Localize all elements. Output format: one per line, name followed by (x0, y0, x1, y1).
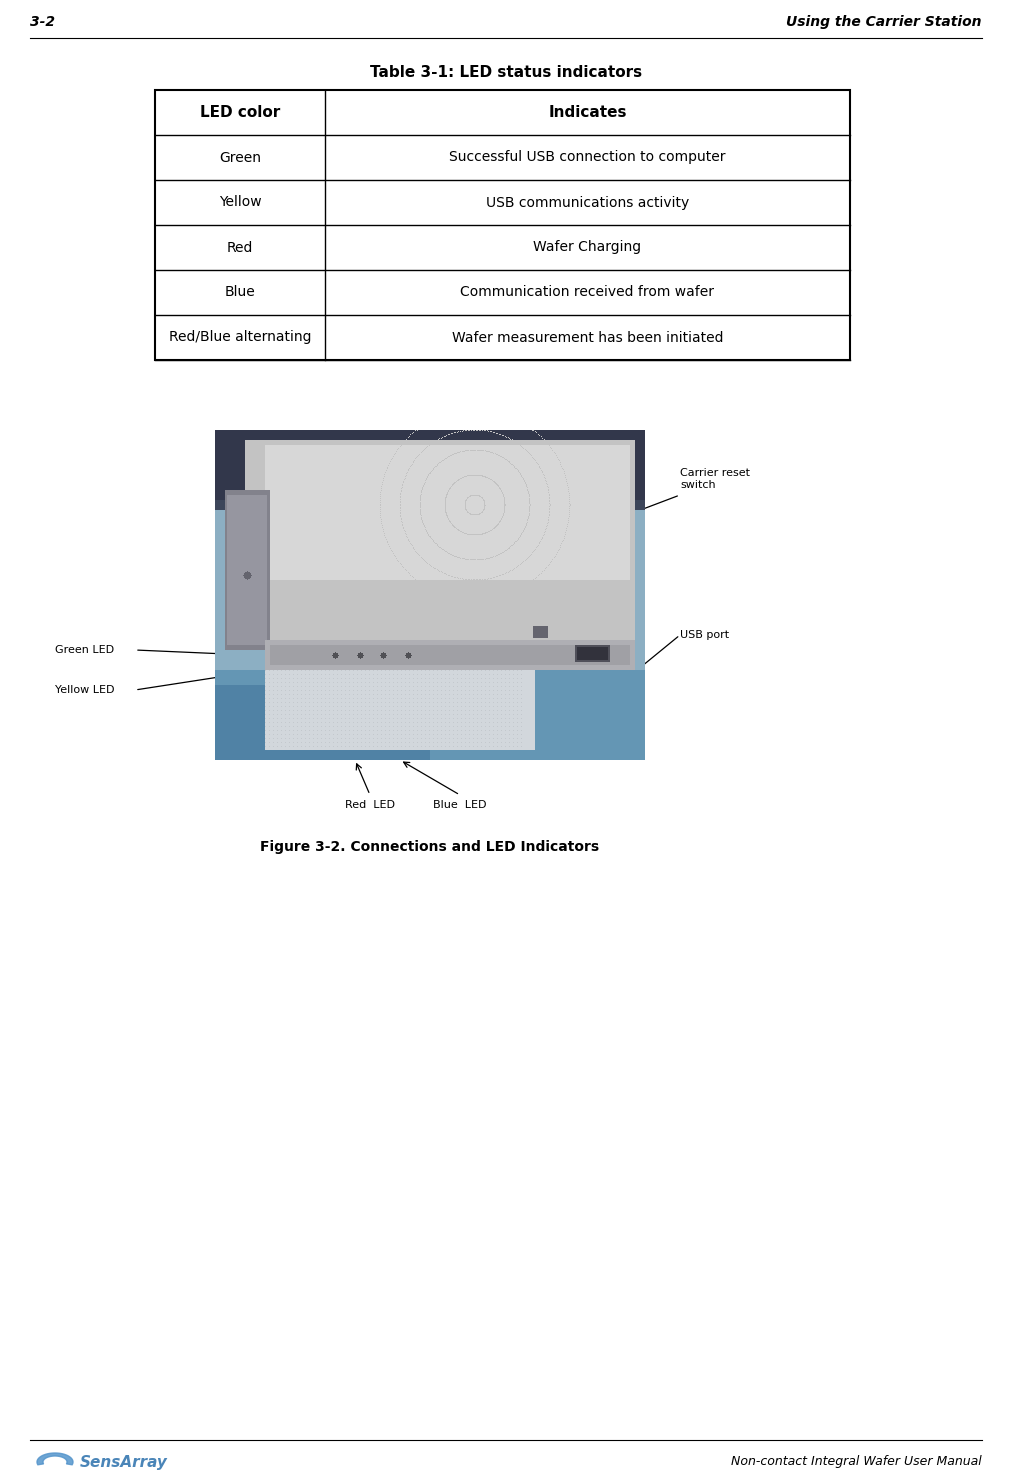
Text: Communication received from wafer: Communication received from wafer (460, 286, 714, 300)
Text: Blue  LED: Blue LED (433, 799, 486, 810)
Text: Green: Green (218, 150, 261, 165)
Text: Yellow: Yellow (218, 196, 261, 209)
Text: Green LED: Green LED (55, 645, 114, 655)
Bar (155, 90, 849, 360)
Polygon shape (37, 1453, 73, 1465)
Text: Carrier reset
switch: Carrier reset switch (679, 469, 749, 489)
Text: Yellow LED: Yellow LED (55, 685, 114, 696)
Text: Using the Carrier Station: Using the Carrier Station (786, 15, 981, 30)
Text: Table 3-1: LED status indicators: Table 3-1: LED status indicators (370, 65, 641, 80)
Text: Wafer Charging: Wafer Charging (533, 240, 641, 255)
Text: Red: Red (226, 240, 253, 255)
Text: Successful USB connection to computer: Successful USB connection to computer (449, 150, 725, 165)
Text: Blue: Blue (224, 286, 255, 300)
Text: USB communications activity: USB communications activity (485, 196, 688, 209)
Text: Figure 3-2. Connections and LED Indicators: Figure 3-2. Connections and LED Indicato… (260, 839, 599, 854)
Text: Red/Blue alternating: Red/Blue alternating (169, 331, 311, 344)
Text: Indicates: Indicates (548, 105, 626, 120)
Text: SensArray: SensArray (80, 1455, 168, 1470)
Text: USB port: USB port (679, 630, 728, 641)
Text: Red  LED: Red LED (345, 799, 394, 810)
Text: Wafer measurement has been initiated: Wafer measurement has been initiated (451, 331, 723, 344)
Text: LED color: LED color (200, 105, 280, 120)
Text: Non-contact Integral Wafer User Manual: Non-contact Integral Wafer User Manual (731, 1455, 981, 1468)
Text: 3-2: 3-2 (30, 15, 55, 30)
